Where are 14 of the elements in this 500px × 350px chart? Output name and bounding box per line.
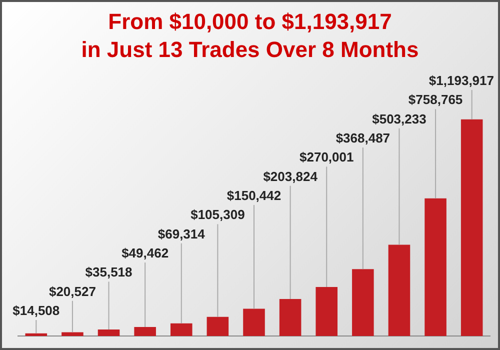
data-label: $69,314 <box>158 226 206 242</box>
data-label: $150,442 <box>226 188 282 204</box>
chart-title: From $10,000 to $1,193,917 in Just 13 Trades Over 8 Months <box>80 8 420 64</box>
data-label: $1,193,917 <box>428 73 494 88</box>
data-label: $105,309 <box>190 207 245 222</box>
data-label: $35,518 <box>85 264 132 280</box>
data-label: $49,462 <box>122 246 169 261</box>
data-label: $270,001 <box>300 150 354 165</box>
data-label: $368,487 <box>336 130 390 146</box>
data-label: $758,765 <box>408 92 463 108</box>
data-label: $20,527 <box>48 284 96 299</box>
data-label: $14,508 <box>12 303 60 318</box>
data-label: $503,233 <box>372 111 426 126</box>
data-label: $203,824 <box>263 168 318 184</box>
